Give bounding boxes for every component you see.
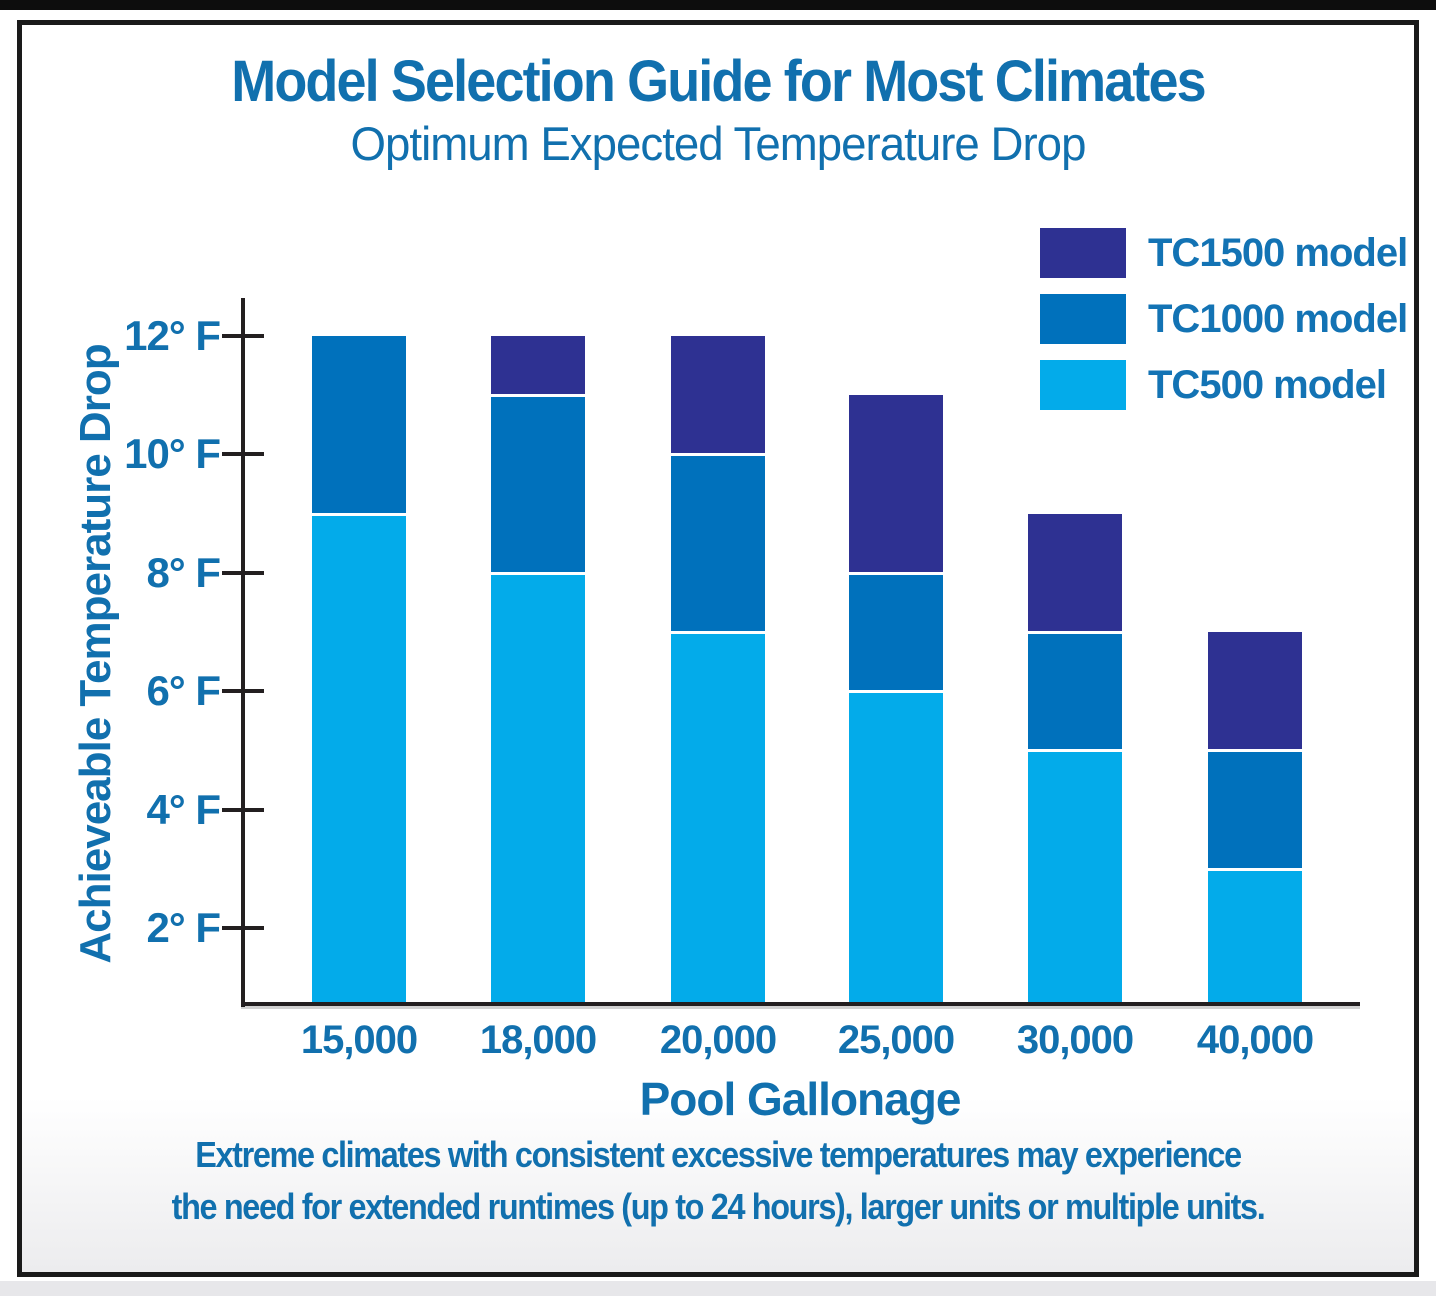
y-axis-line xyxy=(241,298,245,1007)
bar-segment-separator xyxy=(491,571,585,575)
bar-segment-tc1500-40000 xyxy=(1208,632,1302,751)
bar-segment-separator xyxy=(312,512,406,516)
bar-segment-separator xyxy=(1208,867,1302,871)
y-tick-label: 10° F xyxy=(124,430,221,478)
y-tick-mark xyxy=(222,926,264,930)
bar-segment-separator xyxy=(1028,749,1122,753)
legend-row-tc1000: TC1000 model xyxy=(1040,294,1408,344)
y-tick-label: 6° F xyxy=(146,667,221,715)
bar-segment-tc1500-25000 xyxy=(849,395,943,573)
bar-segment-tc500-15000 xyxy=(312,513,406,1004)
legend-label: TC1500 model xyxy=(1148,231,1408,275)
legend-row-tc500: TC500 model xyxy=(1040,360,1407,410)
bar-segment-separator xyxy=(671,631,765,634)
x-axis-line xyxy=(241,1002,1360,1006)
legend-swatch xyxy=(1040,294,1126,344)
legend-row-tc1500: TC1500 model xyxy=(1040,228,1408,278)
bottom-edge-strip xyxy=(0,1281,1436,1296)
y-tick-label: 8° F xyxy=(146,548,221,596)
bar-segment-tc1500-18000 xyxy=(491,336,585,396)
legend-label: TC500 model xyxy=(1148,363,1387,407)
bar-segment-separator xyxy=(1208,749,1302,753)
bar-segment-tc500-40000 xyxy=(1208,868,1302,1004)
bar-segment-tc500-30000 xyxy=(1028,750,1122,1004)
top-edge-strip xyxy=(0,0,1436,10)
bar-segment-separator xyxy=(1028,631,1122,634)
legend-swatch xyxy=(1040,360,1126,410)
bar-segment-tc1000-25000 xyxy=(849,572,943,692)
bar-segment-tc1000-15000 xyxy=(312,336,406,514)
footer-note-line-1: Extreme climates with consistent excessi… xyxy=(195,1134,1242,1175)
y-tick-mark xyxy=(222,807,264,812)
bar-segment-tc1500-20000 xyxy=(671,336,765,455)
bar-segment-tc500-18000 xyxy=(491,572,585,1004)
y-tick-mark xyxy=(222,689,264,694)
y-tick-label: 2° F xyxy=(146,904,221,951)
y-axis-title: Achieveable Temperature Drop xyxy=(71,344,120,964)
y-tick-mark xyxy=(222,570,264,575)
y-tick-mark xyxy=(222,334,264,338)
legend-swatch xyxy=(1040,228,1126,278)
bar-segment-tc1000-30000 xyxy=(1028,632,1122,751)
bar-segment-separator xyxy=(671,453,765,457)
footer-note-line-2: the need for extended runtimes (up to 24… xyxy=(171,1186,1266,1227)
y-tick-label: 4° F xyxy=(146,785,221,833)
bar-segment-tc1000-20000 xyxy=(671,454,765,632)
bar-segment-separator xyxy=(849,571,943,575)
x-category-label: 15,000 xyxy=(300,1018,418,1062)
bar-segment-tc1000-40000 xyxy=(1208,750,1302,869)
chart-subtitle: Optimum Expected Temperature Drop xyxy=(350,117,1087,170)
x-category-label: 30,000 xyxy=(1016,1018,1134,1062)
legend: TC1500 model TC1000 model TC500 model xyxy=(1040,228,1408,426)
x-category-label: 25,000 xyxy=(837,1018,955,1062)
bar-segment-tc1000-18000 xyxy=(491,395,585,573)
y-tick-mark xyxy=(222,452,264,457)
x-category-label: 20,000 xyxy=(659,1018,777,1062)
bar-segment-separator xyxy=(849,690,943,694)
bar-segment-tc500-20000 xyxy=(671,632,765,1004)
x-axis-title: Pool Gallonage xyxy=(639,1073,962,1125)
x-category-label: 40,000 xyxy=(1196,1018,1314,1062)
bar-segment-tc500-25000 xyxy=(849,691,943,1004)
legend-label: TC1000 model xyxy=(1148,297,1408,341)
y-tick-label: 12° F xyxy=(124,312,221,359)
x-category-label: 18,000 xyxy=(479,1018,597,1062)
bar-segment-separator xyxy=(491,394,585,398)
bar-segment-tc1500-30000 xyxy=(1028,513,1122,632)
chart-title: Model Selection Guide for Most Climates xyxy=(231,49,1206,114)
